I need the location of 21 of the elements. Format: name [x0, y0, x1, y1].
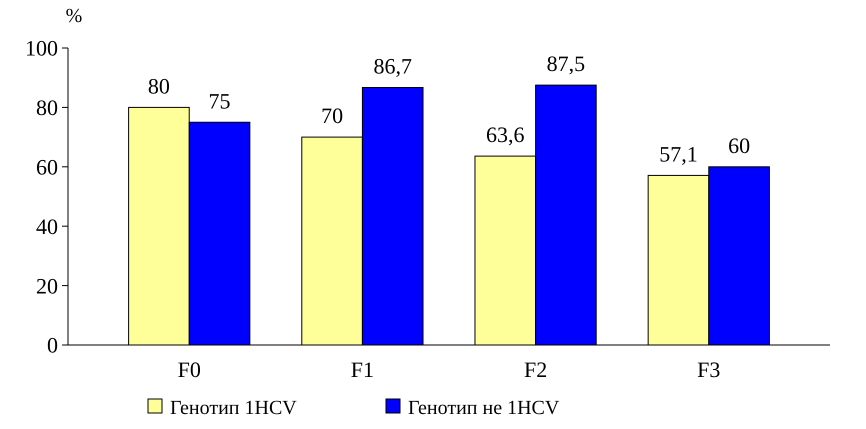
data-label: 57,1 [659, 141, 698, 166]
legend-label: Генотип 1HCV [170, 397, 298, 419]
data-label: 80 [148, 73, 170, 98]
y-axis-title: % [66, 5, 82, 27]
y-tick-label: 80 [36, 95, 58, 120]
data-label: 70 [321, 103, 344, 128]
data-label: 87,5 [546, 51, 586, 76]
x-tick-label: F1 [350, 357, 374, 382]
y-tick-label: 20 [36, 273, 58, 298]
x-tick-label: F0 [178, 357, 201, 382]
x-tick-label: F3 [697, 357, 720, 382]
y-tick-label: 0 [47, 332, 58, 358]
data-label: 60 [728, 132, 750, 158]
data-label: 63,6 [486, 122, 525, 148]
y-tick-label: 100 [25, 36, 58, 61]
data-label: 75 [208, 88, 231, 114]
y-tick-label: 40 [36, 214, 58, 239]
y-tick-label: 60 [36, 154, 58, 180]
legend-label: Генотип не 1HCV [408, 397, 560, 419]
x-tick-label: F2 [524, 357, 548, 382]
data-label: 86,7 [373, 54, 412, 78]
